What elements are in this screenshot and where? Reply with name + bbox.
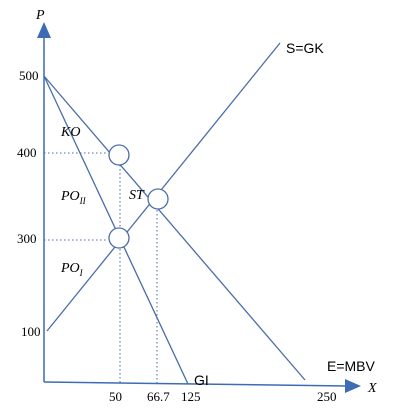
x-tick-66-7: 66.7 — [147, 389, 170, 404]
y-axis-arrow-icon — [37, 22, 51, 38]
point-po — [108, 227, 130, 249]
region-st-label: ST — [129, 188, 145, 203]
x-axis-label: X — [367, 381, 377, 396]
supply-curve-label: S=GK — [286, 40, 324, 56]
point-st — [147, 188, 169, 210]
point-ko — [108, 144, 130, 166]
region-po1-main: PO — [60, 261, 80, 276]
demand-curve-label: E=MBV — [327, 358, 376, 374]
region-po2-main: PO — [60, 189, 80, 204]
y-tick-100: 100 — [21, 324, 41, 339]
region-po2-label: POII — [60, 189, 87, 206]
region-ko-label: KO — [60, 125, 80, 140]
supply-curve — [46, 42, 281, 332]
marginal-revenue-label: GI — [194, 372, 209, 388]
x-tick-250: 250 — [317, 389, 337, 404]
y-tick-300: 300 — [17, 231, 37, 246]
region-po1-sub: I — [79, 268, 84, 278]
x-tick-50: 50 — [109, 389, 122, 404]
x-tick-125: 125 — [181, 389, 201, 404]
x-axis-arrow-icon — [345, 379, 361, 393]
x-axis — [43, 381, 348, 387]
region-po2-sub: II — [79, 196, 87, 206]
y-axis-label: P — [35, 8, 45, 23]
region-po1-label: POI — [60, 261, 84, 278]
y-tick-500: 500 — [19, 68, 39, 83]
y-tick-400: 400 — [17, 145, 37, 160]
demand-curve — [43, 75, 306, 381]
